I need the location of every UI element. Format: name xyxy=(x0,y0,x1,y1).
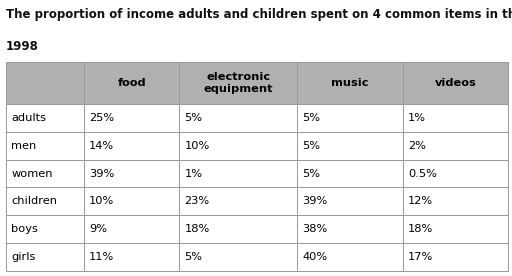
Text: women: women xyxy=(11,169,53,179)
Text: 11%: 11% xyxy=(89,252,114,262)
Text: 23%: 23% xyxy=(184,197,210,206)
Bar xyxy=(179,187,297,215)
Bar xyxy=(6,160,84,187)
Text: 17%: 17% xyxy=(408,252,433,262)
Bar xyxy=(297,215,403,243)
Text: 5%: 5% xyxy=(303,113,321,123)
Bar xyxy=(6,104,84,132)
Text: 10%: 10% xyxy=(184,141,210,151)
Text: food: food xyxy=(117,78,146,88)
Bar xyxy=(84,104,179,132)
Text: 1%: 1% xyxy=(184,169,203,179)
Text: men: men xyxy=(11,141,36,151)
Text: The proportion of income adults and children spent on 4 common items in the UK i: The proportion of income adults and chil… xyxy=(6,8,512,21)
Bar xyxy=(297,243,403,271)
Text: 39%: 39% xyxy=(89,169,114,179)
Text: 2%: 2% xyxy=(408,141,426,151)
Bar xyxy=(403,62,508,104)
Text: 38%: 38% xyxy=(303,224,328,234)
Bar xyxy=(297,62,403,104)
Bar xyxy=(297,132,403,160)
Text: electronic
equipment: electronic equipment xyxy=(204,72,273,94)
Bar xyxy=(297,187,403,215)
Text: 5%: 5% xyxy=(303,169,321,179)
Text: boys: boys xyxy=(11,224,38,234)
Bar xyxy=(84,243,179,271)
Bar xyxy=(403,243,508,271)
Text: 10%: 10% xyxy=(89,197,114,206)
Bar xyxy=(179,160,297,187)
Text: 1%: 1% xyxy=(408,113,426,123)
Bar xyxy=(84,187,179,215)
Text: 14%: 14% xyxy=(89,141,114,151)
Bar xyxy=(6,132,84,160)
Text: adults: adults xyxy=(11,113,46,123)
Text: 12%: 12% xyxy=(408,197,433,206)
Text: 5%: 5% xyxy=(184,113,203,123)
Text: 18%: 18% xyxy=(184,224,210,234)
Bar xyxy=(179,132,297,160)
Text: 1998: 1998 xyxy=(6,40,39,53)
Text: 39%: 39% xyxy=(303,197,328,206)
Bar xyxy=(179,62,297,104)
Text: videos: videos xyxy=(435,78,477,88)
Bar xyxy=(6,187,84,215)
Text: music: music xyxy=(331,78,369,88)
Text: 40%: 40% xyxy=(303,252,328,262)
Bar xyxy=(6,215,84,243)
Text: 18%: 18% xyxy=(408,224,433,234)
Text: 5%: 5% xyxy=(184,252,203,262)
Text: 9%: 9% xyxy=(89,224,107,234)
Bar xyxy=(84,62,179,104)
Text: 5%: 5% xyxy=(303,141,321,151)
Bar xyxy=(6,62,84,104)
Bar xyxy=(403,104,508,132)
Bar xyxy=(179,243,297,271)
Bar xyxy=(6,243,84,271)
Bar xyxy=(179,104,297,132)
Bar xyxy=(403,132,508,160)
Bar xyxy=(84,132,179,160)
Text: 0.5%: 0.5% xyxy=(408,169,437,179)
Bar xyxy=(297,104,403,132)
Bar xyxy=(84,215,179,243)
Text: 25%: 25% xyxy=(89,113,114,123)
Bar xyxy=(297,160,403,187)
Text: children: children xyxy=(11,197,57,206)
Text: girls: girls xyxy=(11,252,36,262)
Bar xyxy=(403,215,508,243)
Bar xyxy=(403,187,508,215)
Bar xyxy=(179,215,297,243)
Bar xyxy=(403,160,508,187)
Bar xyxy=(84,160,179,187)
